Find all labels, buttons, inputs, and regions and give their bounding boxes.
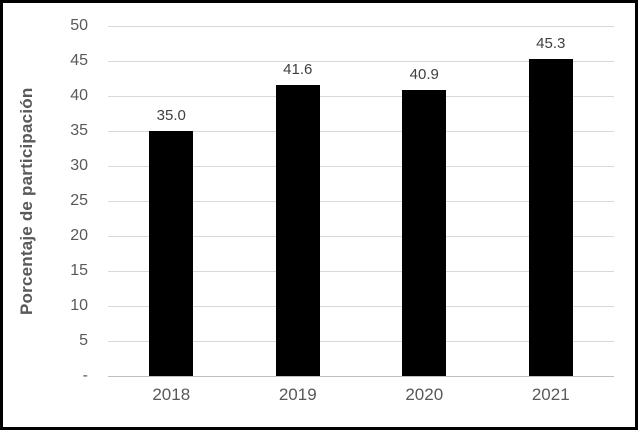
gridline-35 [108,131,614,132]
x-tick-label-2021: 2021 [531,385,570,404]
y-tick-label-10: 10 [70,297,88,314]
y-tick-label-5: 5 [79,332,88,349]
x-tick-label-2019: 2019 [278,385,317,404]
plot-area: 35.0 41.6 40.9 45.3 [108,26,614,377]
y-tick-label-45: 45 [70,52,88,69]
bar-2020 [402,90,447,376]
y-tick-label-50: 50 [70,17,88,34]
bar-value-label-2021: 45.3 [536,35,566,52]
gridline-20 [108,236,614,237]
gridline-15 [108,271,614,272]
gridline-30 [108,166,614,167]
y-tick-label-15: 15 [70,262,88,279]
bar-value-label-2018: 35.0 [156,107,186,124]
bar-value-label-2019: 41.6 [283,61,313,78]
y-tick-label-30: 30 [70,157,88,174]
gridline-45 [108,61,614,62]
bar-2018 [149,131,194,376]
gridline-50 [108,26,614,27]
y-tick-label-0: - [82,367,88,384]
gridline-25 [108,201,614,202]
x-tick-label-2020: 2020 [405,385,444,404]
gridline-10 [108,306,614,307]
x-tick-label-2018: 2018 [152,385,191,404]
bar-2021 [528,59,573,376]
y-tick-label-20: 20 [70,227,88,244]
y-tick-label-35: 35 [70,122,88,139]
gridline-40 [108,96,614,97]
y-tick-label-40: 40 [70,87,88,104]
gridline-5 [108,341,614,342]
bar-value-label-2020: 40.9 [409,66,439,83]
bar-2019 [275,85,320,376]
y-tick-label-25: 25 [70,192,88,209]
